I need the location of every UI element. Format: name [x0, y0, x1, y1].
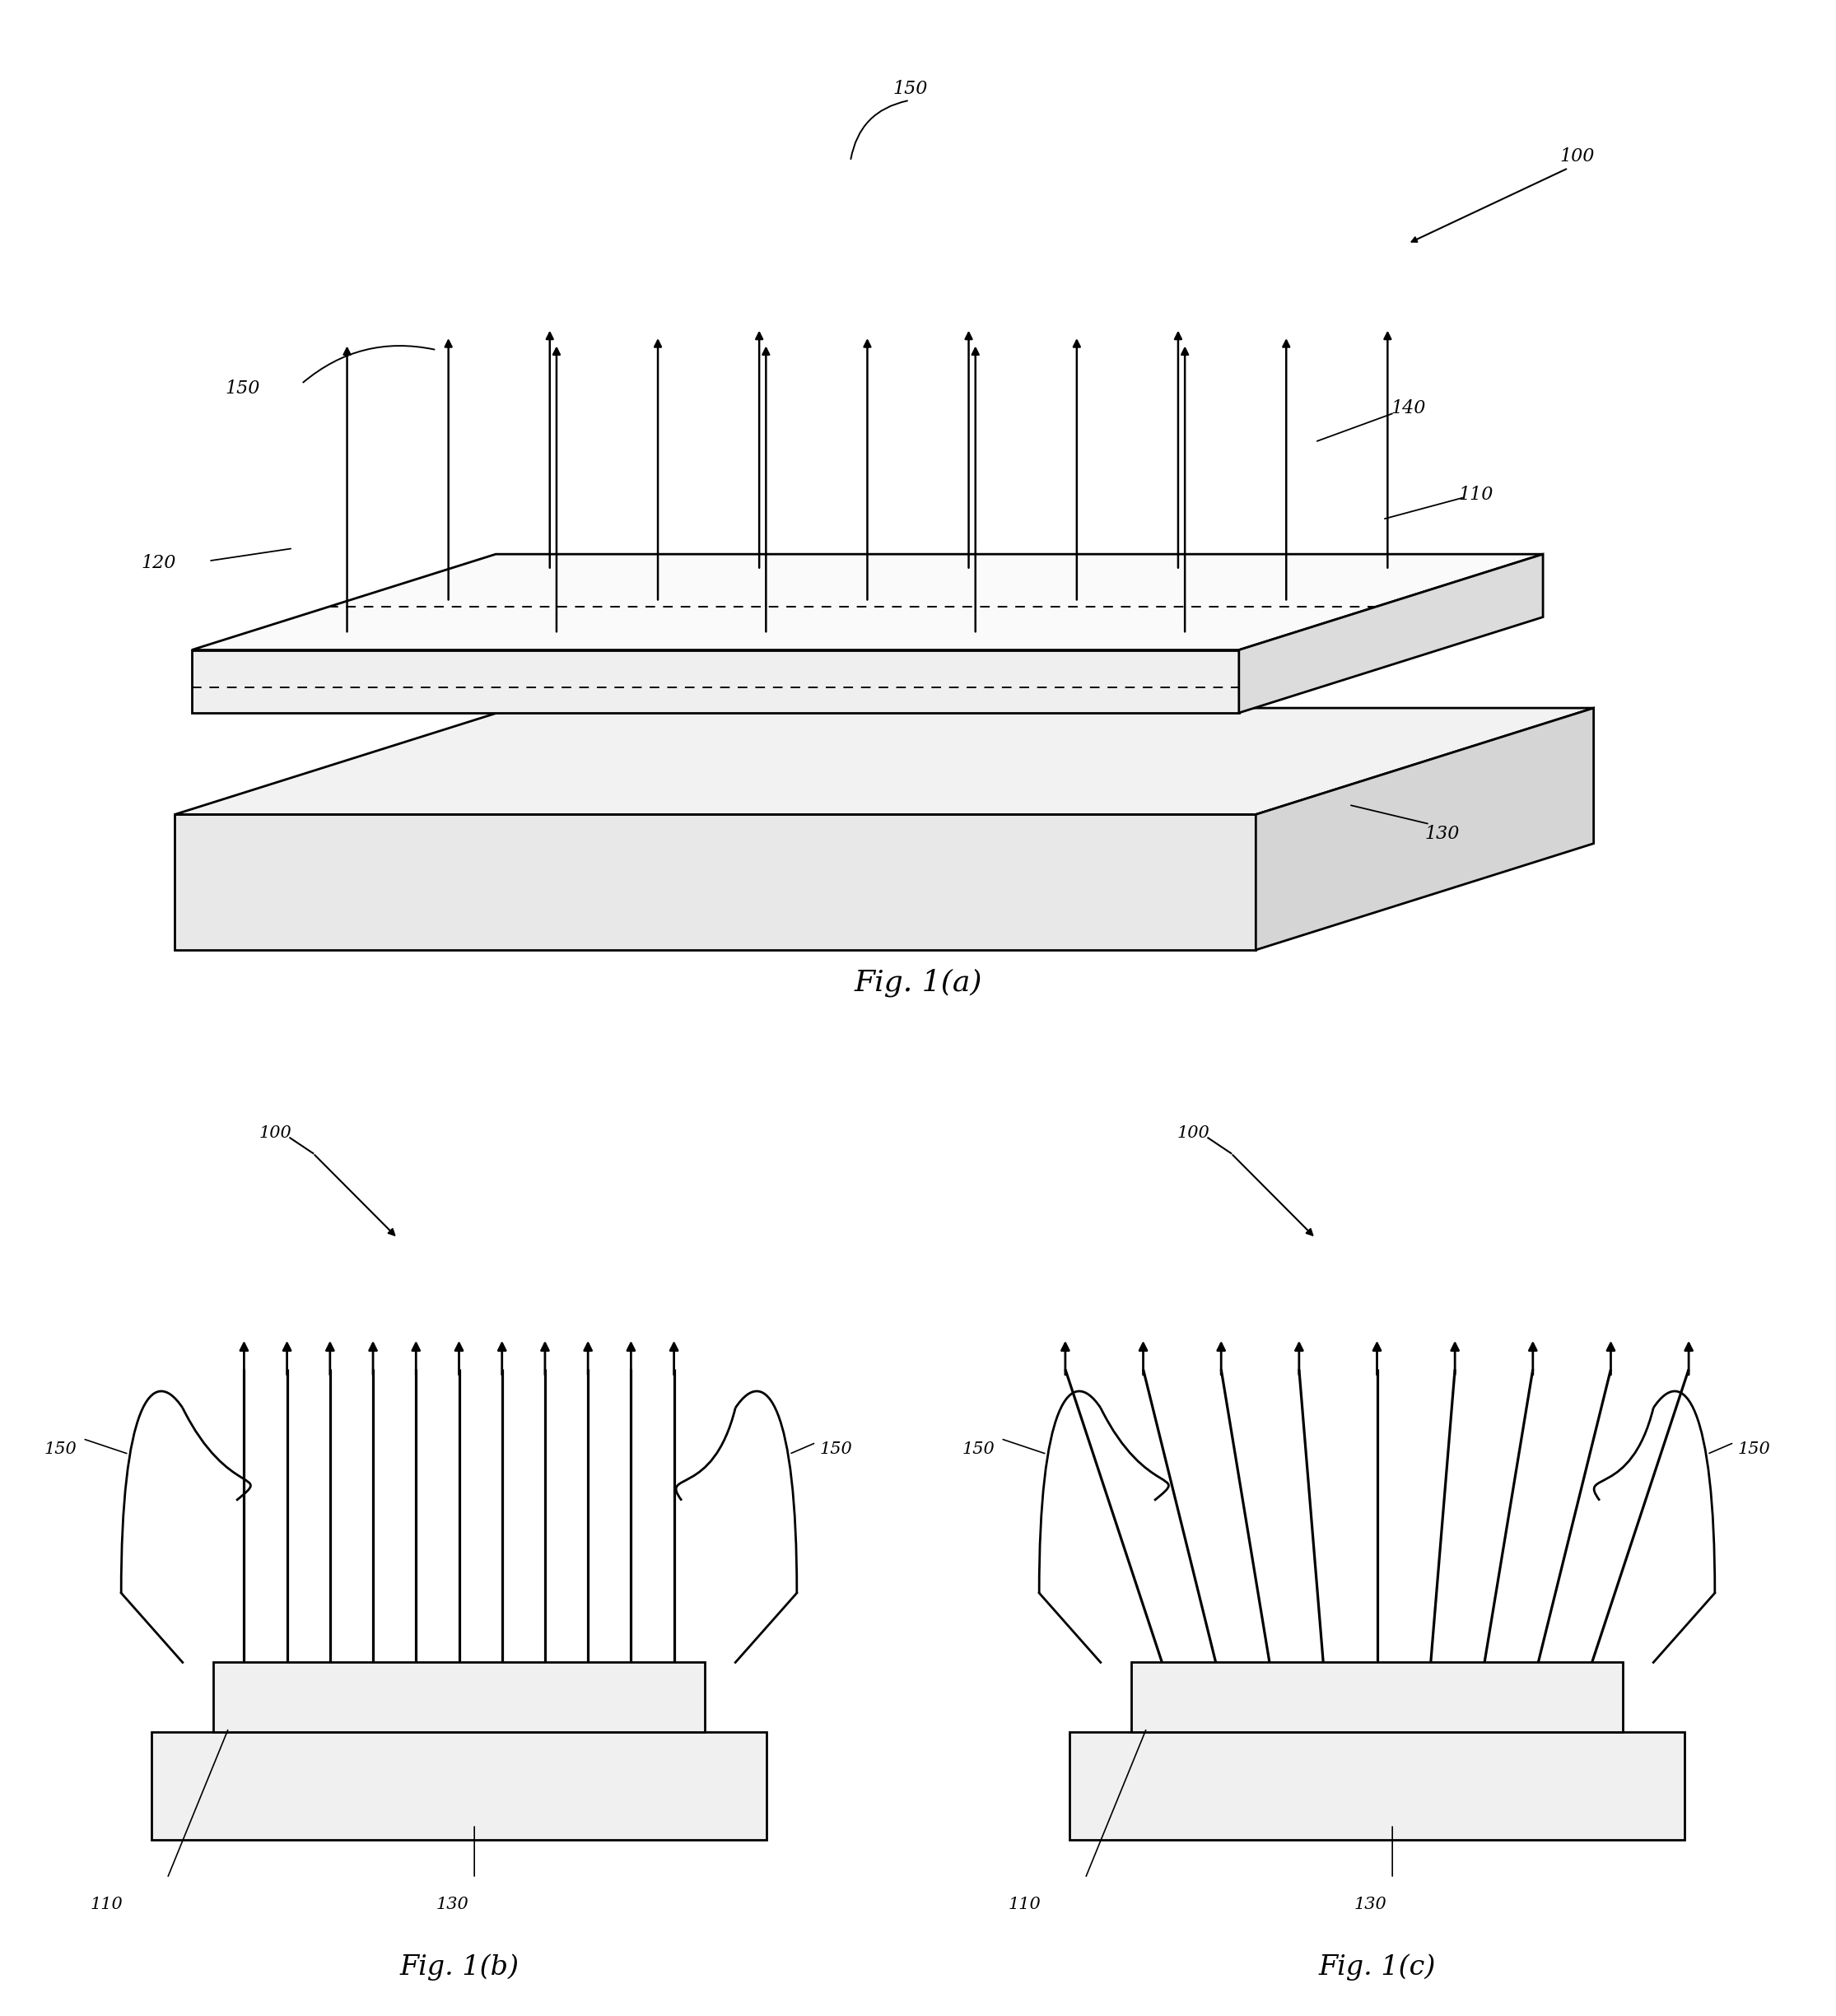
Text: 130: 130 [435, 1897, 468, 1913]
Polygon shape [1256, 708, 1594, 950]
Text: 150: 150 [821, 1441, 852, 1458]
FancyBboxPatch shape [152, 1732, 766, 1841]
Polygon shape [1239, 554, 1542, 714]
FancyBboxPatch shape [1131, 1663, 1623, 1732]
Text: 100: 100 [1561, 147, 1595, 165]
Polygon shape [191, 649, 1239, 714]
Text: 150: 150 [226, 379, 261, 397]
Text: Fig. 1(b): Fig. 1(b) [398, 1954, 520, 1980]
Text: 130: 130 [1353, 1897, 1386, 1913]
Text: 100: 100 [259, 1125, 292, 1141]
Text: 110: 110 [90, 1897, 123, 1913]
Polygon shape [191, 554, 1542, 649]
FancyBboxPatch shape [1070, 1732, 1684, 1841]
Polygon shape [174, 814, 1256, 950]
Text: 140: 140 [1392, 399, 1427, 417]
Text: 130: 130 [1425, 825, 1460, 843]
Polygon shape [174, 708, 1594, 814]
Text: Fig. 1(a): Fig. 1(a) [854, 968, 982, 996]
FancyBboxPatch shape [213, 1663, 705, 1732]
Text: 110: 110 [1008, 1897, 1041, 1913]
Text: 110: 110 [1458, 486, 1493, 504]
Text: Fig. 1(c): Fig. 1(c) [1318, 1954, 1436, 1980]
Text: 150: 150 [44, 1441, 77, 1458]
Text: 150: 150 [892, 79, 927, 97]
Text: 100: 100 [1177, 1125, 1210, 1141]
Text: 150: 150 [1739, 1441, 1770, 1458]
Text: 150: 150 [962, 1441, 995, 1458]
Text: 120: 120 [141, 554, 176, 573]
